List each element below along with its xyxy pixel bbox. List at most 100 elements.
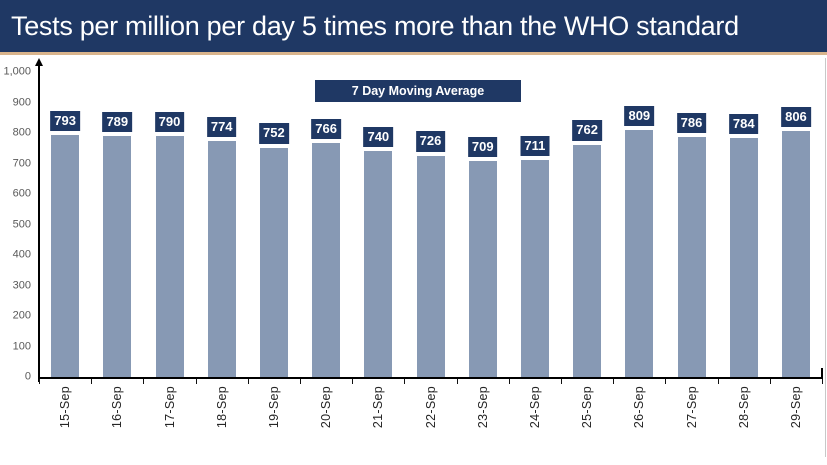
x-tick-label: 26-Sep bbox=[632, 386, 647, 429]
page-title: Tests per million per day 5 times more t… bbox=[11, 10, 739, 41]
chart-cell: 752 19-Sep bbox=[248, 72, 300, 428]
x-tick-mark bbox=[613, 379, 615, 384]
y-tick-label: 1,000 bbox=[3, 65, 31, 78]
bar-value-label: 762 bbox=[572, 120, 602, 141]
bar bbox=[364, 151, 393, 377]
chart-cell: 709 23-Sep bbox=[457, 72, 509, 428]
chart-cell: 762 25-Sep bbox=[561, 72, 613, 428]
y-tick-label: 600 bbox=[12, 187, 31, 200]
bar bbox=[51, 135, 80, 377]
x-tick-label: 15-Sep bbox=[57, 386, 72, 429]
bar-value-label: 809 bbox=[624, 106, 655, 127]
title-bar: Tests per million per day 5 times more t… bbox=[0, 0, 827, 55]
y-tick-label: 700 bbox=[12, 157, 31, 169]
y-tick-label: 900 bbox=[12, 96, 31, 108]
y-tick-label: 500 bbox=[12, 218, 31, 230]
bar-value-label: 711 bbox=[520, 135, 550, 157]
bar-value-label: 786 bbox=[676, 113, 707, 134]
bar-value-label: 774 bbox=[206, 116, 237, 137]
bar bbox=[259, 147, 288, 377]
bar bbox=[520, 160, 549, 377]
y-tick-label: 0 bbox=[24, 370, 31, 383]
bar-value-label: 784 bbox=[728, 113, 759, 134]
y-tick-label: 100 bbox=[12, 340, 31, 352]
bar bbox=[207, 140, 236, 377]
y-axis-arrow-icon bbox=[35, 58, 43, 66]
x-tick-label: 28-Sep bbox=[736, 386, 751, 429]
x-tick-mark bbox=[508, 379, 510, 384]
chart-cell: 793 15-Sep bbox=[39, 72, 91, 428]
x-tick-label: 19-Sep bbox=[266, 386, 281, 429]
x-tick-label: 27-Sep bbox=[684, 386, 699, 429]
chart-cell: 789 16-Sep bbox=[91, 72, 143, 428]
chart-cell: 790 17-Sep bbox=[143, 72, 195, 428]
x-tick-mark bbox=[665, 379, 667, 384]
bar-value-label: 740 bbox=[363, 127, 394, 148]
x-tick-label: 18-Sep bbox=[214, 386, 229, 429]
chart-cell: 786 27-Sep bbox=[665, 72, 717, 428]
x-tick-mark bbox=[404, 379, 406, 384]
x-tick-mark bbox=[769, 379, 771, 384]
bar bbox=[729, 137, 758, 377]
y-tick-label: 800 bbox=[12, 126, 31, 139]
bar-value-label: 726 bbox=[415, 131, 446, 152]
x-tick-label: 16-Sep bbox=[110, 386, 125, 429]
x-tick-label: 25-Sep bbox=[579, 386, 594, 429]
x-tick-label: 17-Sep bbox=[162, 386, 177, 429]
chart-cell: 740 21-Sep bbox=[352, 72, 404, 428]
bar bbox=[573, 144, 602, 377]
chart-cell: 806 29-Sep bbox=[770, 72, 822, 428]
x-axis-line bbox=[38, 377, 823, 379]
bars-row: 793 15-Sep 789 16-Sep 790 17-Sep 774 18-Sep 752 1… bbox=[39, 72, 822, 428]
bar bbox=[625, 130, 654, 377]
bar bbox=[468, 160, 497, 377]
x-tick-mark bbox=[717, 379, 719, 384]
x-tick-label: 20-Sep bbox=[318, 386, 333, 429]
x-tick-mark bbox=[299, 379, 301, 384]
plot-area: 793 15-Sep 789 16-Sep 790 17-Sep 774 18-Sep 752 1… bbox=[35, 58, 823, 428]
y-axis-line bbox=[35, 58, 43, 382]
chart-cell: 711 24-Sep bbox=[509, 72, 561, 428]
bar bbox=[155, 136, 184, 377]
y-tick-label: 200 bbox=[12, 309, 31, 322]
x-tick-label: 21-Sep bbox=[371, 386, 386, 429]
bar bbox=[416, 155, 445, 377]
bar-value-label: 793 bbox=[50, 110, 80, 132]
legend: 7 Day Moving Average bbox=[315, 80, 521, 102]
bar bbox=[312, 143, 341, 377]
chart-cell: 766 20-Sep bbox=[300, 72, 352, 428]
chart-cell: 809 26-Sep bbox=[613, 72, 665, 428]
x-tick-mark bbox=[560, 379, 562, 384]
chart-cell: 784 28-Sep bbox=[718, 72, 770, 428]
bar-value-label: 806 bbox=[781, 106, 811, 128]
x-tick-mark bbox=[143, 379, 145, 384]
x-tick-mark bbox=[456, 379, 458, 384]
bar-value-label: 790 bbox=[154, 111, 185, 133]
chart-cell: 774 18-Sep bbox=[196, 72, 248, 428]
y-tick-label: 400 bbox=[12, 248, 31, 261]
x-tick-mark bbox=[352, 379, 354, 384]
bar-value-label: 789 bbox=[102, 112, 133, 133]
x-tick-label: 23-Sep bbox=[475, 386, 490, 429]
x-tick-mark bbox=[91, 379, 93, 384]
bar-value-label: 766 bbox=[311, 119, 341, 140]
x-axis-end-cap bbox=[821, 368, 823, 377]
chart-cell: 726 22-Sep bbox=[404, 72, 456, 428]
legend-label: 7 Day Moving Average bbox=[351, 84, 485, 98]
chart-region: 7 Day Moving Average 0 100 200 300 400 500 600… bbox=[0, 58, 827, 465]
bar bbox=[677, 137, 706, 377]
y-axis-labels: 0 100 200 300 400 500 600 700 800 900 1,000 bbox=[0, 66, 34, 382]
x-tick-label: 22-Sep bbox=[423, 386, 438, 429]
bar bbox=[781, 131, 810, 377]
x-tick-label: 24-Sep bbox=[527, 386, 542, 429]
x-tick-mark bbox=[195, 379, 197, 384]
x-tick-mark bbox=[247, 379, 249, 384]
x-tick-label: 29-Sep bbox=[788, 386, 803, 429]
bar-value-label: 709 bbox=[467, 136, 498, 157]
x-tick-mark bbox=[822, 379, 823, 384]
bar bbox=[103, 136, 132, 377]
y-tick-label: 300 bbox=[12, 279, 31, 291]
slide-right-edge bbox=[825, 58, 826, 457]
bar-value-label: 752 bbox=[259, 123, 289, 144]
